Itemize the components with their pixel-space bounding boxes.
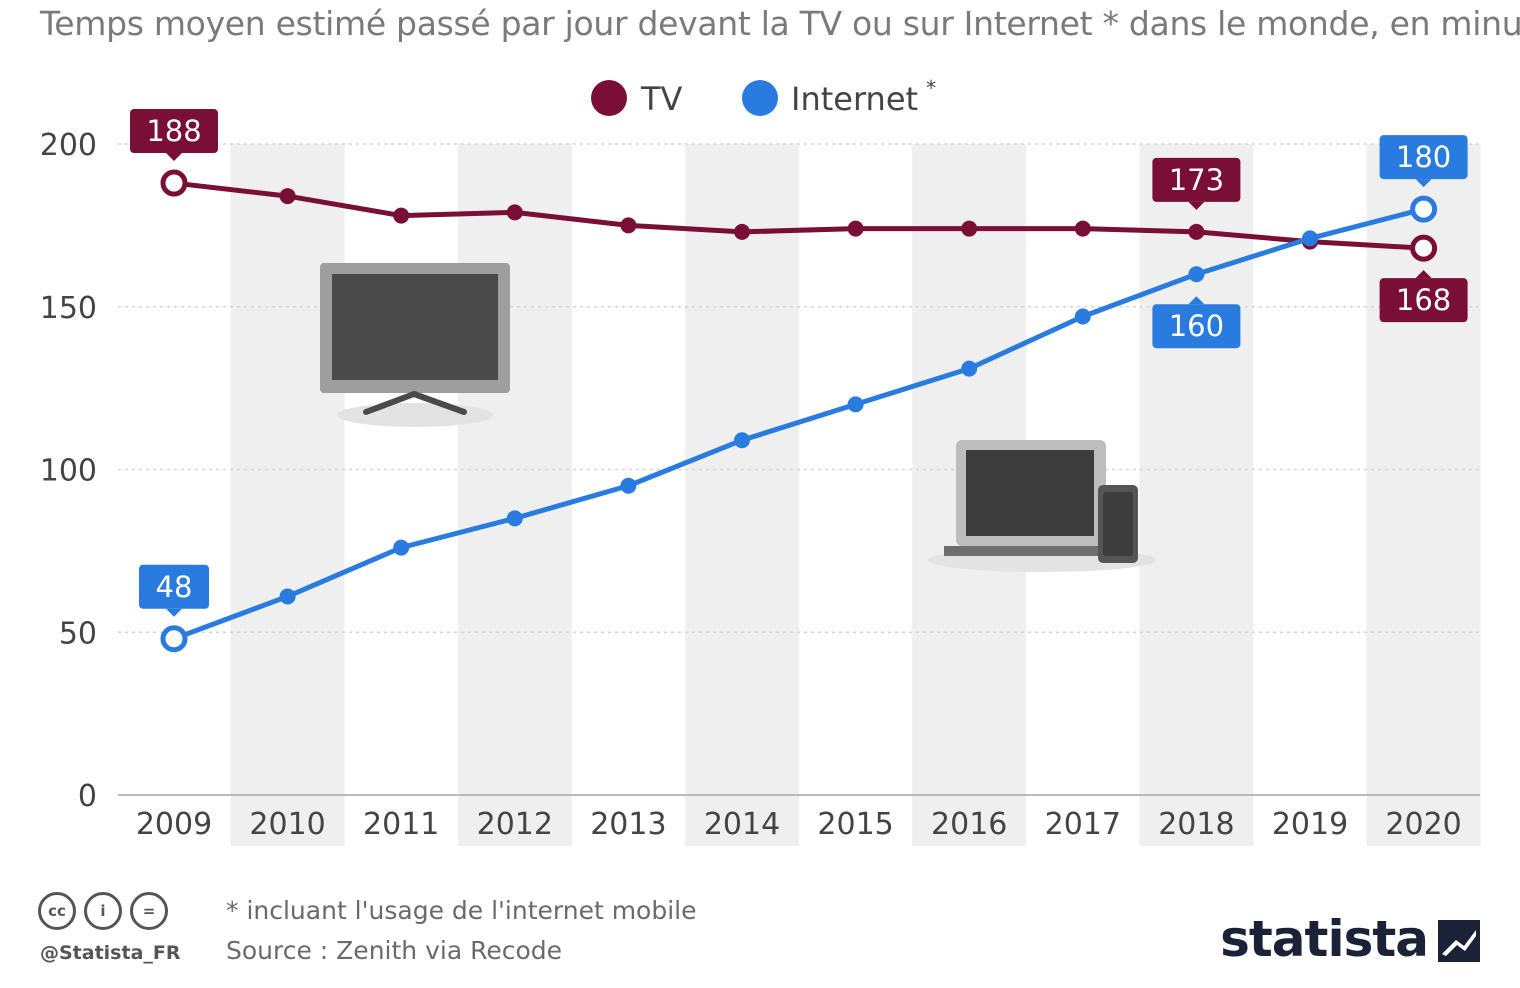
- statista-logo-text[interactable]: statista: [1220, 910, 1429, 968]
- data-label: 173: [1152, 157, 1241, 210]
- data-point: [620, 477, 637, 494]
- footnote: * incluant l'usage de l'internet mobile: [226, 896, 697, 925]
- legend-asterisk: *: [926, 76, 936, 100]
- data-label-text: 168: [1396, 283, 1451, 317]
- data-point: [393, 539, 410, 556]
- laptop-phone-icon: [928, 440, 1156, 572]
- data-label-text: 188: [146, 114, 201, 148]
- data-point: [506, 510, 523, 527]
- x-tick-label: 2019: [1272, 807, 1348, 842]
- band-2010: [230, 144, 345, 846]
- attribution-icon: i: [84, 892, 122, 930]
- data-point: [1188, 223, 1205, 240]
- series-line-tv: [173, 180, 1424, 251]
- data-label: 48: [139, 564, 209, 617]
- data-label-text: 180: [1396, 140, 1451, 174]
- social-handle[interactable]: @Statista_FR: [40, 942, 181, 964]
- band-2014: [685, 144, 799, 846]
- y-tick-label: 0: [78, 779, 97, 814]
- alternating-bands: [230, 144, 1481, 846]
- y-tick-label: 200: [40, 128, 97, 163]
- x-tick-label: 2015: [817, 807, 893, 842]
- data-point: [160, 169, 188, 197]
- data-label: 180: [1379, 135, 1468, 188]
- data-point: [393, 207, 410, 224]
- legend-marker: [591, 80, 627, 116]
- gridlines: [118, 143, 1480, 796]
- data-point: [1410, 234, 1438, 262]
- data-label-text: 173: [1169, 163, 1224, 197]
- legend: TV Internet *: [591, 76, 936, 118]
- series-tv: 188 173 168: [130, 109, 1468, 323]
- data-point: [961, 220, 978, 237]
- data-point: [1302, 230, 1318, 247]
- data-point: [847, 396, 864, 413]
- legend-label: Internet: [791, 80, 918, 118]
- x-tick-label: 2009: [136, 807, 212, 842]
- y-tick-label: 100: [40, 454, 97, 489]
- data-label-text: 48: [156, 570, 193, 604]
- no-derivatives-icon: =: [130, 892, 168, 930]
- x-tick-label: 2014: [704, 807, 780, 842]
- tv-icon: [320, 263, 510, 427]
- data-point: [1074, 308, 1091, 325]
- series-internet: 48 160 180: [139, 135, 1468, 653]
- series-line-internet: [173, 206, 1425, 642]
- data-point: [1410, 195, 1438, 223]
- data-label: 188: [130, 109, 218, 162]
- series: 188 173 168 48 160 180: [130, 109, 1468, 653]
- statista-logo-icon: [1438, 920, 1480, 962]
- source-text: Source : Zenith via Recode: [226, 936, 562, 965]
- x-axis: 2009 2010 2011 2012 2013 2014 2015 2016 2017 2018…: [136, 807, 1462, 842]
- data-point: [734, 432, 750, 449]
- data-point: [279, 588, 296, 605]
- y-tick-label: 50: [59, 616, 97, 651]
- y-axis: 0 50 100 150 200: [40, 128, 97, 814]
- data-point: [279, 188, 296, 205]
- legend-item-internet: Internet *: [742, 76, 936, 118]
- legend-label: TV: [640, 80, 683, 118]
- data-point: [160, 625, 188, 653]
- data-label: 168: [1379, 270, 1468, 323]
- line-chart: 0 50 100 150 200 2009 2010 2011 2012 2013 2014 201…: [40, 76, 1481, 846]
- data-label: 160: [1152, 296, 1241, 349]
- x-tick-label: 2012: [477, 807, 553, 842]
- data-point: [1074, 220, 1091, 237]
- x-tick-label: 2017: [1045, 807, 1121, 842]
- x-tick-label: 2013: [590, 807, 666, 842]
- legend-marker: [742, 80, 778, 116]
- data-point: [620, 217, 637, 234]
- data-point: [961, 360, 978, 377]
- y-tick-label: 150: [40, 291, 97, 326]
- band-2012: [457, 144, 572, 846]
- data-point: [847, 220, 864, 237]
- data-label-text: 160: [1169, 309, 1224, 343]
- chart-title: Temps moyen estimé passé par jour devant…: [40, 4, 1520, 43]
- x-tick-label: 2018: [1158, 807, 1234, 842]
- data-point: [506, 204, 523, 221]
- cc-icon: cc: [38, 892, 76, 930]
- data-point: [734, 223, 750, 240]
- legend-item-tv: TV: [591, 80, 683, 118]
- x-tick-label: 2010: [249, 807, 325, 842]
- x-tick-label: 2016: [931, 807, 1007, 842]
- data-point: [1188, 266, 1205, 283]
- illustrations: [320, 263, 1156, 572]
- x-tick-label: 2020: [1385, 807, 1461, 842]
- band-2018: [1139, 144, 1254, 846]
- license-icons: cc i =: [38, 892, 168, 930]
- x-tick-label: 2011: [363, 807, 439, 842]
